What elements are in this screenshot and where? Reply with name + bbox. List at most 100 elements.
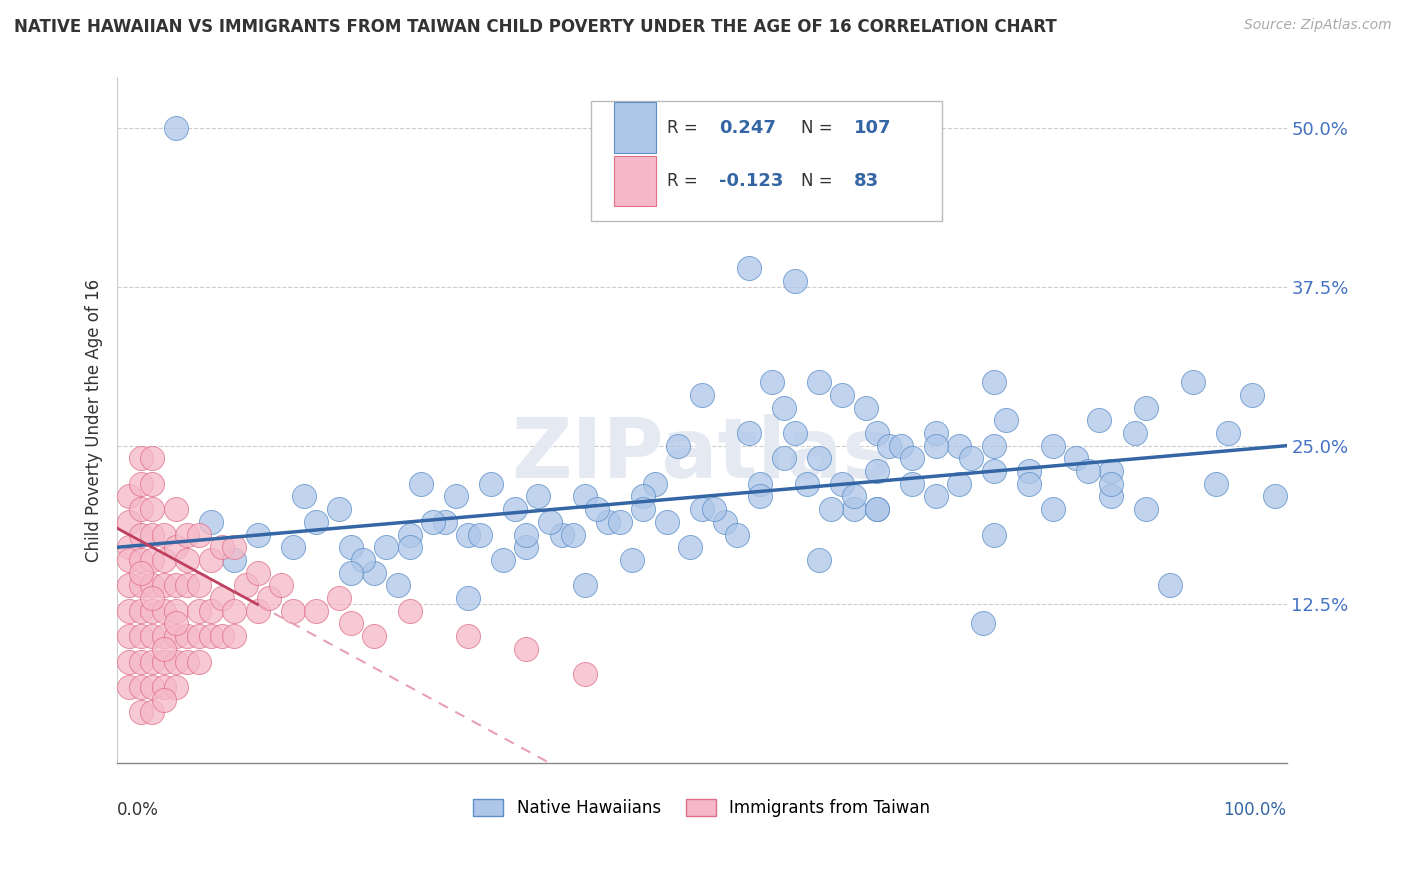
Point <box>737 425 759 440</box>
Point <box>842 502 865 516</box>
Point <box>994 413 1017 427</box>
Point <box>1123 425 1146 440</box>
Point <box>633 502 655 516</box>
Point <box>305 604 328 618</box>
Point <box>200 553 222 567</box>
Point <box>655 515 678 529</box>
Point <box>1042 439 1064 453</box>
Point <box>807 553 830 567</box>
Point <box>1135 502 1157 516</box>
Point <box>574 490 596 504</box>
Point <box>211 591 233 605</box>
Point <box>257 591 280 605</box>
Point <box>141 476 163 491</box>
Point <box>246 527 269 541</box>
Point <box>363 629 385 643</box>
Point <box>831 476 853 491</box>
Point <box>153 578 176 592</box>
Point <box>270 578 292 592</box>
Point <box>281 604 304 618</box>
Point <box>141 451 163 466</box>
Point <box>468 527 491 541</box>
Point <box>562 527 585 541</box>
Point <box>550 527 572 541</box>
Point <box>842 490 865 504</box>
Point <box>224 553 246 567</box>
Point <box>807 375 830 389</box>
Text: ZIPatlas: ZIPatlas <box>512 414 893 495</box>
Point <box>340 541 363 555</box>
Point <box>141 655 163 669</box>
Point <box>118 629 141 643</box>
Point <box>948 439 970 453</box>
Point <box>1077 464 1099 478</box>
Point <box>457 629 479 643</box>
Point <box>211 541 233 555</box>
Point <box>200 515 222 529</box>
Point <box>153 553 176 567</box>
Point <box>457 591 479 605</box>
Point <box>1064 451 1087 466</box>
Point <box>1182 375 1205 389</box>
Point <box>363 566 385 580</box>
Y-axis label: Child Poverty Under the Age of 16: Child Poverty Under the Age of 16 <box>86 278 103 562</box>
Point <box>457 527 479 541</box>
Point <box>153 604 176 618</box>
Point <box>1240 388 1263 402</box>
Point <box>188 604 211 618</box>
Point <box>690 388 713 402</box>
Point <box>703 502 725 516</box>
Point <box>761 375 783 389</box>
Point <box>668 439 690 453</box>
Point <box>1099 476 1122 491</box>
Point <box>972 616 994 631</box>
Point <box>176 553 198 567</box>
Text: 100.0%: 100.0% <box>1223 801 1286 819</box>
FancyBboxPatch shape <box>614 103 657 153</box>
Point <box>866 464 889 478</box>
Point <box>855 401 877 415</box>
Point <box>118 680 141 694</box>
Point <box>925 490 948 504</box>
FancyBboxPatch shape <box>614 155 657 206</box>
Point <box>866 502 889 516</box>
Point <box>340 616 363 631</box>
Point <box>398 527 420 541</box>
Point <box>538 515 561 529</box>
Text: 0.247: 0.247 <box>720 119 776 136</box>
Point <box>165 629 187 643</box>
Point <box>211 629 233 643</box>
Text: R =: R = <box>666 119 703 136</box>
Point <box>118 515 141 529</box>
Point <box>422 515 444 529</box>
Point <box>129 578 152 592</box>
Point <box>772 451 794 466</box>
Point <box>246 566 269 580</box>
Point <box>925 425 948 440</box>
Point <box>246 604 269 618</box>
Point <box>118 553 141 567</box>
Point <box>772 401 794 415</box>
Point <box>446 490 468 504</box>
Point <box>129 527 152 541</box>
Point <box>1099 490 1122 504</box>
Point <box>235 578 257 592</box>
Text: NATIVE HAWAIIAN VS IMMIGRANTS FROM TAIWAN CHILD POVERTY UNDER THE AGE OF 16 CORR: NATIVE HAWAIIAN VS IMMIGRANTS FROM TAIWA… <box>14 18 1057 36</box>
Point <box>305 515 328 529</box>
Point <box>176 655 198 669</box>
Point <box>620 553 643 567</box>
Point <box>165 121 187 136</box>
Point <box>292 490 315 504</box>
Point <box>1159 578 1181 592</box>
Point <box>129 604 152 618</box>
Point <box>141 591 163 605</box>
Point <box>1042 502 1064 516</box>
Point <box>200 604 222 618</box>
Point <box>200 629 222 643</box>
Point <box>165 578 187 592</box>
Point <box>141 629 163 643</box>
Point <box>375 541 398 555</box>
Point <box>633 490 655 504</box>
Point <box>796 476 818 491</box>
Point <box>398 541 420 555</box>
